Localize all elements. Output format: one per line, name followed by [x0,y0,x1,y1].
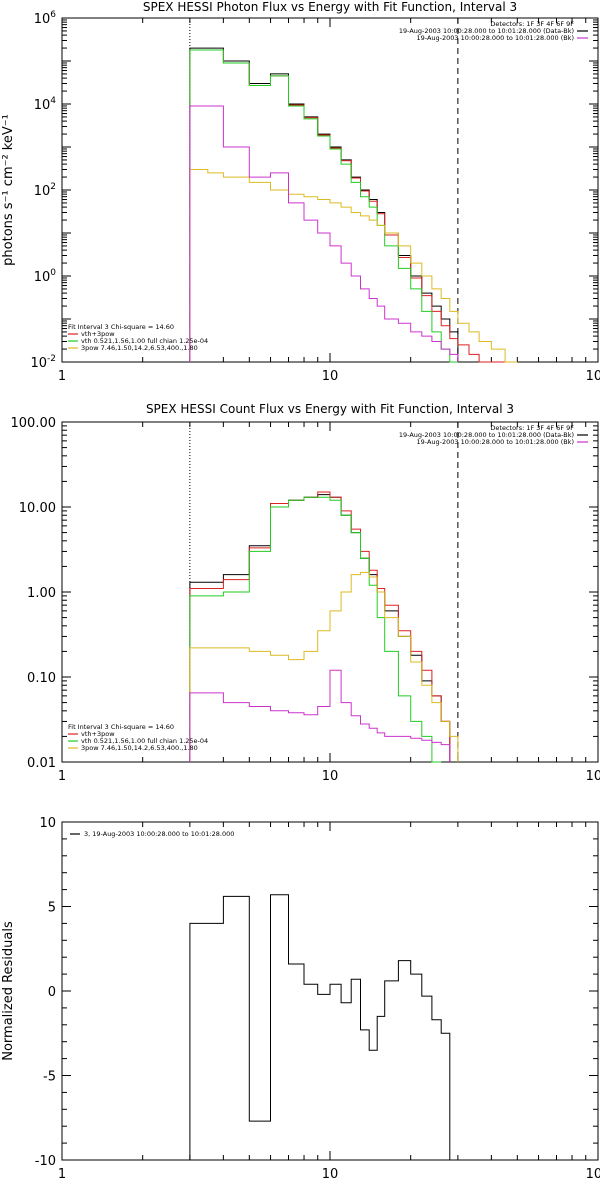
legend-entry: vth+3pow [81,730,115,738]
y-tick-label: 102 [34,182,56,199]
y-tick-label: 106 [34,10,57,27]
legend-entry: 19-Aug-2003 10:00:28.000 to 10:01:28.000… [399,27,574,35]
x-tick-label: 10 [322,1167,339,1182]
y-tick-label: 100 [34,268,57,285]
legend-entry: 19-Aug-2003 10:00:28.000 to 10:01:28.000… [417,438,574,446]
y-tick-label: 0 [48,985,56,1000]
plot-frame [61,421,599,763]
legend-entry: 19-Aug-2003 10:00:28.000 to 10:01:28.000… [399,431,574,439]
x-tick-label: 1 [58,1167,66,1182]
series-3pow [189,169,518,363]
chart-title: SPEX HESSI Photon Flux vs Energy with Fi… [143,0,517,14]
y-axis-label: photons s⁻¹ cm⁻² keV⁻¹ [1,114,16,266]
legend-entry: vth+3pow [81,330,115,338]
x-tick-label: 100 [586,369,600,384]
legend-header: Detectors: 1F 3F 4F 6F 9F [490,20,574,28]
series-data-bk [189,47,459,362]
y-tick-label: 100.00 [11,416,57,431]
x-tick-label: 100 [586,1167,600,1182]
x-tick-label: 10 [322,769,339,784]
x-tick-label: 100 [586,769,600,784]
series-vth [189,496,442,763]
legend-header: Detectors: 1F 3F 4F 6F 9F [490,424,574,432]
legend-entry: 3, 19-Aug-2003 10:00:28.000 to 10:01:28.… [84,830,234,838]
legend-entry: vth 0.521,1.56,1.00 full chian 1.25e-04 [81,337,208,345]
chart-title: SPEX HESSI Count Flux vs Energy with Fit… [146,402,514,416]
x-tick-label: 1 [58,769,66,784]
series-vth [189,49,458,363]
x-tick-label: 1 [58,369,66,384]
legend-entry: 3pow 7.46,1.50,14.2,6.53,400.,1.80 [81,344,198,352]
y-axis-label: Normalized Residuals [1,921,16,1061]
legend-entry: 3pow 7.46,1.50,14.2,6.53,400.,1.80 [81,744,198,752]
legend-header: Fit Interval 3 Chi-square = 14.60 [68,723,174,731]
y-tick-label: -10 [35,1154,56,1169]
legend-entry: 19-Aug-2003 10:00:28.000 to 10:01:28.000… [417,34,574,42]
chart-panel-2: SPEX HESSI Count Flux vs Energy with Fit… [11,402,600,784]
series-bk [189,669,451,762]
y-tick-label: 5 [48,901,56,916]
chart-panel-3: 1 10 100 -10 -5 0 5 10 Normalized Residuals 3, 19… [1,816,600,1182]
y-tick-label: 10-2 [30,354,56,371]
y-tick-label: 10 [39,816,56,831]
y-tick-label: 0.10 [27,671,56,686]
y-tick-label: 10.00 [19,501,56,516]
y-tick-label: -5 [43,1070,56,1085]
series-vth-3pow [189,49,518,363]
series-residuals [189,894,451,1160]
x-tick-label: 10 [322,369,339,384]
y-tick-label: 104 [34,96,57,113]
y-tick-label: 1.00 [27,586,56,601]
legend-header: Fit Interval 3 Chi-square = 14.60 [68,323,174,331]
y-tick-label: 0.01 [27,756,56,771]
chart-panel-1: SPEX HESSI Photon Flux vs Energy with Fi… [1,0,600,384]
plot-frame [61,17,599,363]
series-3pow [189,571,459,762]
series-bk [189,105,459,362]
legend-entry: vth 0.521,1.56,1.00 full chian 1.25e-04 [81,737,208,745]
